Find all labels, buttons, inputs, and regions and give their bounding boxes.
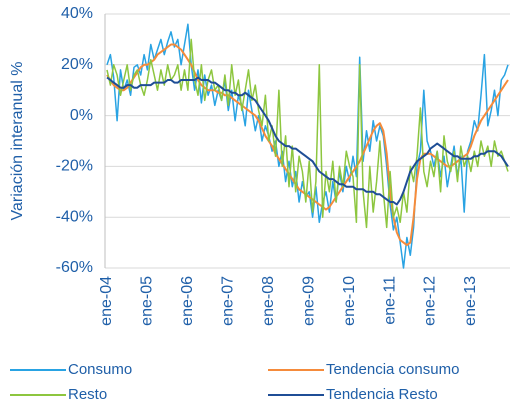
series-line <box>106 76 509 206</box>
y-tick-label: 0% <box>70 107 93 124</box>
x-tick-label: ene-05 <box>139 276 156 326</box>
series-line <box>106 43 509 247</box>
y-tick-label: 20% <box>61 56 93 73</box>
y-tick-label: -60% <box>56 259 93 276</box>
series-line <box>106 38 509 229</box>
legend-label: Consumo <box>68 361 132 378</box>
x-tick-label: ene-13 <box>462 276 479 326</box>
x-tick-label: ene-07 <box>220 276 237 326</box>
x-tick-label: ene-06 <box>179 276 196 326</box>
legend-label: Tendencia consumo <box>326 361 459 378</box>
y-tick-label: -40% <box>56 208 93 225</box>
y-tick-label: -20% <box>56 158 93 175</box>
y-axis-title: Variación interanual % <box>9 62 26 221</box>
x-tick-label: ene-08 <box>260 276 277 326</box>
y-tick-label: 40% <box>61 5 93 22</box>
x-tick-label: ene-11 <box>381 276 398 325</box>
x-tick-label: ene-09 <box>300 276 317 326</box>
legend-label: Tendencia Resto <box>326 386 438 403</box>
x-tick-label: ene-12 <box>422 276 439 326</box>
legend-label: Resto <box>68 386 107 403</box>
x-tick-label: ene-04 <box>98 276 115 326</box>
x-tick-label: ene-10 <box>341 276 358 326</box>
series-line <box>106 23 509 269</box>
